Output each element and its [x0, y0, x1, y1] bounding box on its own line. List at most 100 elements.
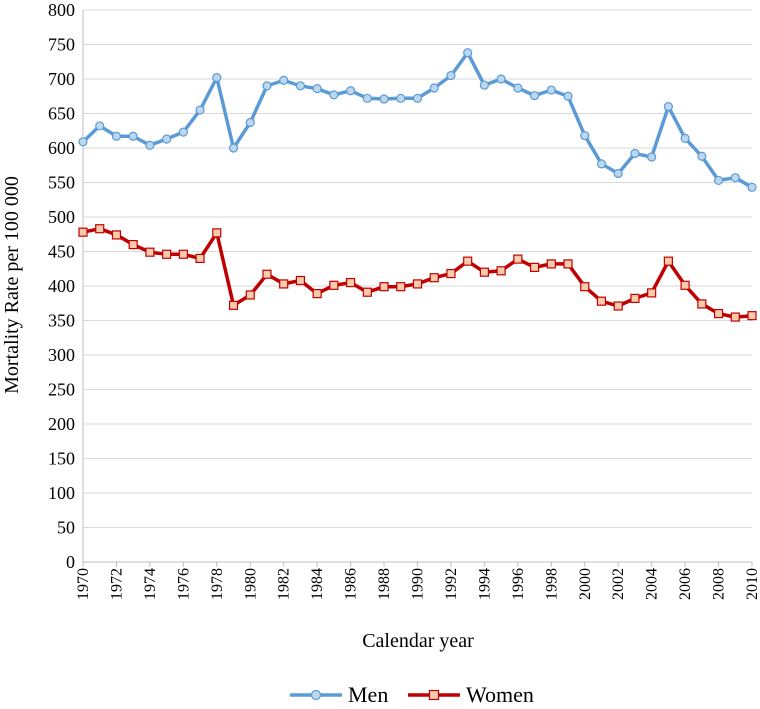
- x-tick-label: 1978: [209, 568, 226, 600]
- data-point-women: [295, 275, 306, 286]
- y-tick-label: 700: [48, 69, 75, 89]
- data-point-men: [479, 80, 489, 90]
- y-tick-label: 450: [48, 242, 75, 262]
- x-tick-label: 2008: [711, 568, 728, 600]
- data-point-men: [647, 152, 657, 162]
- data-point-men: [396, 93, 406, 103]
- data-point-men: [630, 148, 640, 159]
- data-point-men: [412, 93, 423, 103]
- y-tick-label: 250: [48, 380, 75, 400]
- data-point-women: [563, 259, 573, 269]
- data-point-women: [128, 240, 138, 250]
- x-tick-label: 1992: [443, 568, 460, 600]
- x-tick-label: 1990: [410, 568, 427, 600]
- y-tick-label: 650: [48, 104, 75, 124]
- series-line-women: [82, 226, 753, 319]
- data-point-women: [713, 309, 724, 319]
- data-point-men: [429, 83, 439, 93]
- y-tick-labels: 0 50 100 150 200 250 300 350 400 450 500 550 600 650 7…: [48, 0, 75, 572]
- x-tick-label: 1976: [175, 568, 192, 600]
- data-point-men: [195, 105, 205, 115]
- data-point-women: [463, 256, 473, 266]
- data-point-men: [78, 137, 88, 147]
- data-point-women: [312, 288, 322, 299]
- data-point-men: [580, 130, 590, 141]
- y-tick-label: 750: [48, 35, 75, 55]
- data-point-men: [613, 168, 623, 179]
- data-point-men: [713, 175, 724, 186]
- data-point-women: [680, 280, 690, 290]
- series-line-men: [81, 51, 753, 189]
- data-point-women: [479, 267, 489, 277]
- data-point-women: [379, 282, 389, 292]
- data-point-men: [680, 133, 690, 143]
- y-tick-label: 150: [48, 449, 75, 469]
- data-point-men: [446, 70, 456, 81]
- y-tick-label: 50: [57, 518, 75, 538]
- data-point-women: [747, 311, 757, 321]
- data-point-men: [95, 121, 105, 131]
- y-tick-label: 500: [48, 207, 75, 227]
- y-tick-label: 100: [48, 483, 75, 503]
- data-point-women: [697, 299, 707, 309]
- data-point-women: [228, 300, 239, 310]
- data-point-men: [312, 84, 322, 94]
- data-point-women: [513, 254, 523, 264]
- data-point-men: [747, 182, 757, 192]
- data-point-women: [529, 262, 540, 272]
- data-point-women: [412, 279, 423, 289]
- x-tick-label: 2002: [610, 568, 627, 600]
- y-tick-label: 0: [66, 552, 75, 572]
- data-point-men: [279, 75, 289, 85]
- x-tick-label: 1972: [108, 568, 125, 600]
- data-point-men: [329, 90, 339, 100]
- data-point-men: [513, 83, 523, 93]
- data-point-men: [496, 74, 506, 84]
- data-point-men: [529, 90, 540, 101]
- data-point-men: [546, 85, 556, 95]
- data-point-women: [195, 253, 205, 263]
- data-point-women: [162, 249, 172, 259]
- data-point-women: [596, 296, 607, 306]
- data-point-women: [346, 277, 356, 288]
- data-point-women: [111, 230, 122, 240]
- y-tick-label: 400: [48, 276, 75, 296]
- x-tick-label: 1970: [75, 568, 92, 600]
- data-point-women: [145, 247, 155, 257]
- x-tick-label: 1988: [376, 568, 393, 600]
- data-point-women: [546, 259, 556, 269]
- data-point-women: [630, 293, 640, 304]
- legend-marker-men: [310, 689, 322, 701]
- x-tick-label: 1994: [476, 568, 493, 600]
- data-point-women: [362, 287, 372, 297]
- data-point-men: [463, 48, 473, 58]
- data-point-men: [379, 94, 389, 104]
- data-point-men: [162, 134, 172, 144]
- data-point-men: [563, 91, 573, 101]
- legend-label-men: Men: [348, 682, 388, 707]
- data-point-men: [362, 93, 372, 103]
- data-point-men: [245, 117, 255, 128]
- data-point-women: [95, 224, 105, 234]
- data-point-men: [111, 131, 122, 141]
- data-point-men: [128, 131, 138, 141]
- x-tick-label: 1986: [343, 568, 360, 600]
- legend-marker-women: [428, 689, 440, 701]
- legend: Men Women: [290, 682, 534, 707]
- x-tick-label: 2004: [644, 568, 661, 600]
- series-group: [78, 48, 757, 322]
- x-tick-label: 1996: [510, 568, 527, 600]
- x-tick-labels: 1970 1972 1974 1976 1978 1980 1982 1984 1986 1988…: [75, 568, 760, 600]
- x-tick-label: 2000: [577, 568, 594, 600]
- legend-label-women: Women: [466, 682, 534, 707]
- data-point-women: [429, 273, 439, 283]
- data-point-men: [228, 143, 239, 153]
- y-tick-label: 600: [48, 138, 75, 158]
- data-point-women: [580, 282, 590, 292]
- x-tick-label: 1982: [276, 568, 293, 600]
- data-point-men: [212, 73, 222, 83]
- data-point-women: [396, 282, 406, 292]
- x-tick-label: 1998: [543, 568, 560, 600]
- grid-lines: [83, 9, 752, 528]
